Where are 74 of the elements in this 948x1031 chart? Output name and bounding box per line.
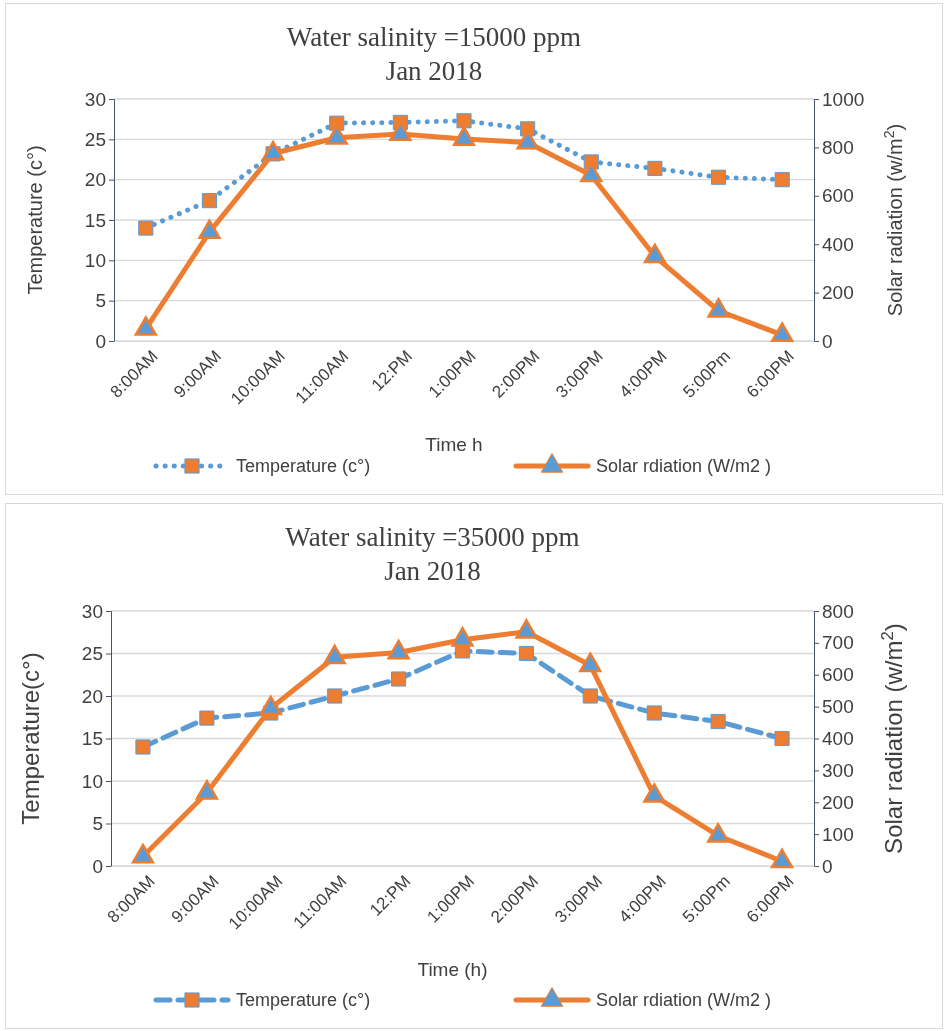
y2-tick-label: 200: [822, 282, 854, 304]
point: [646, 705, 662, 721]
chart-title: Water salinity =35000 ppm: [285, 522, 580, 552]
legend-label: Solar rdiation (W/m2 ): [596, 456, 772, 477]
y2-tick-label: 600: [822, 185, 854, 207]
point: [770, 848, 794, 869]
y2-tick-label: 1000: [822, 88, 865, 110]
y2-tick-label: 500: [822, 696, 854, 718]
point: [707, 298, 730, 318]
y-tick-label: 20: [81, 685, 103, 707]
point: [456, 113, 472, 129]
y-tick-label: 5: [92, 813, 103, 835]
point: [391, 671, 407, 687]
y-tick-label: 10: [84, 249, 106, 271]
point: [582, 688, 598, 704]
y-tick-label: 15: [81, 728, 103, 750]
point: [452, 126, 476, 146]
point: [134, 316, 157, 336]
point: [706, 823, 730, 843]
point: [579, 652, 602, 673]
chart-title: Water salinity =15000 ppm: [286, 22, 582, 52]
point: [647, 160, 663, 176]
y2-tick-label: 400: [822, 233, 854, 255]
y2-tick-label: 0: [822, 855, 833, 877]
point: [135, 739, 151, 755]
point: [327, 688, 343, 704]
y2-tick-label: 600: [822, 664, 854, 686]
legend-label: Temperature (c°): [236, 990, 371, 1011]
point: [771, 322, 794, 342]
y2-tick-label: 0: [822, 330, 833, 352]
y-tick-label: 10: [81, 770, 103, 792]
x-axis-title: Time h: [425, 434, 483, 455]
chart-subtitle: Jan 2018: [385, 56, 483, 86]
y2-tick-label: 100: [822, 823, 854, 845]
y-tick-label: 25: [84, 128, 106, 150]
point: [201, 193, 218, 209]
y-tick-label: 30: [81, 600, 103, 622]
point: [774, 172, 790, 188]
point: [515, 619, 538, 639]
y2-tick-label: 200: [822, 791, 854, 813]
y-tick-label: 25: [81, 643, 103, 665]
y-axis-title: Temperature (c°): [24, 145, 46, 295]
point: [259, 695, 282, 716]
y2-tick-label: 700: [822, 632, 854, 654]
point: [643, 783, 666, 803]
point: [774, 730, 790, 747]
legend-label: Temperature (c°): [236, 456, 371, 477]
point: [195, 780, 219, 800]
chart-subtitle: Jan 2018: [384, 556, 481, 586]
y-tick-label: 5: [95, 290, 106, 312]
point: [323, 644, 346, 665]
legend-label: Solar rdiation (W/m2 ): [596, 990, 772, 1011]
point: [261, 140, 285, 161]
y-tick-label: 15: [84, 209, 106, 231]
point: [643, 243, 667, 264]
point: [387, 639, 410, 660]
point: [451, 627, 474, 647]
y2-tick-label: 800: [822, 600, 854, 622]
point: [131, 843, 155, 864]
y-tick-label: 0: [92, 855, 103, 877]
point: [518, 645, 534, 662]
point: [199, 710, 215, 726]
y2-tick-label: 400: [822, 728, 854, 750]
y-tick-label: 30: [84, 88, 106, 110]
x-axis-title: Time (h): [417, 959, 488, 980]
y-axis-title: Temperature(c°): [17, 652, 44, 825]
point: [710, 713, 726, 730]
point: [138, 220, 154, 236]
y-tick-label: 0: [95, 330, 106, 352]
y2-tick-label: 300: [822, 759, 854, 781]
y2-tick-label: 800: [822, 136, 854, 158]
y-tick-label: 20: [84, 169, 106, 191]
point: [710, 169, 727, 185]
point: [198, 219, 221, 240]
